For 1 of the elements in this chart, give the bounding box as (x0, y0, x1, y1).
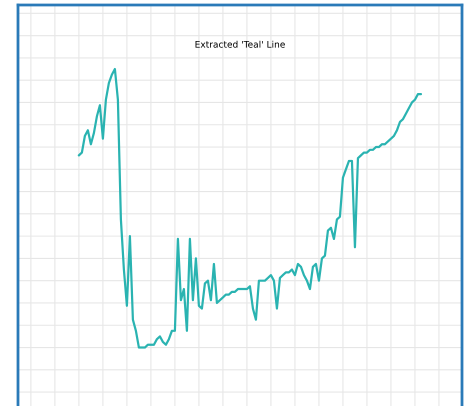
chart-title: Extracted 'Teal' Line (196, 40, 285, 48)
